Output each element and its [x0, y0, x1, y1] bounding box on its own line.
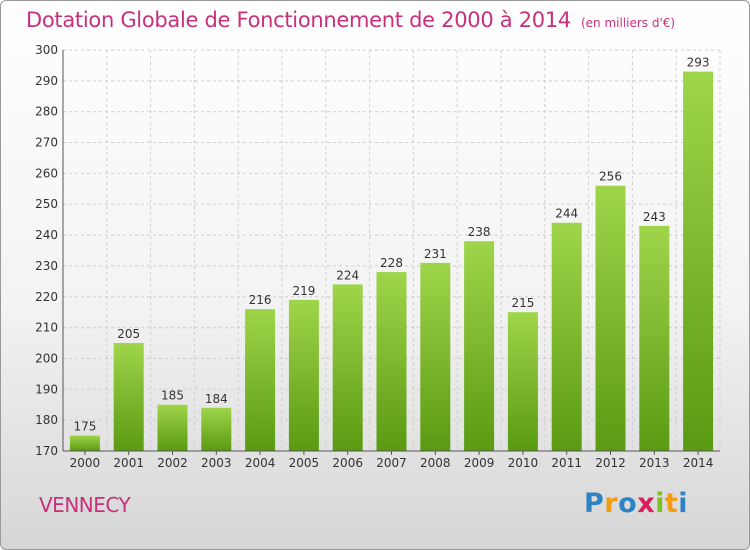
y-tick-label: 280 [35, 105, 58, 119]
x-tick-label-2005: 2005 [289, 456, 320, 470]
x-tick-label-2010: 2010 [508, 456, 539, 470]
data-label-2000: 175 [73, 420, 96, 434]
y-tick-label: 180 [35, 413, 58, 427]
data-label-2009: 238 [468, 225, 491, 239]
bar-2009 [464, 241, 495, 451]
y-tick-label: 200 [35, 351, 58, 365]
y-tick-label: 240 [35, 228, 58, 242]
city-name: VENNECY [39, 493, 131, 517]
data-label-2001: 205 [117, 327, 140, 341]
x-tick-label-2006: 2006 [332, 456, 363, 470]
y-tick-label: 210 [35, 321, 58, 335]
data-label-2011: 244 [555, 207, 578, 221]
y-tick-label: 270 [35, 136, 58, 150]
x-tick-label-2012: 2012 [595, 456, 626, 470]
bar-2000 [69, 435, 100, 451]
bar-2008 [420, 262, 451, 451]
proxiti-logo[interactable]: Proxiti [584, 488, 689, 519]
axes: 170 180 190 200 210 220 230 240 250 260 270 280 290 3… [35, 43, 720, 470]
y-tick-label: 260 [35, 166, 58, 180]
x-tick-label-2011: 2011 [551, 456, 582, 470]
y-tick-label: 190 [35, 382, 58, 396]
data-label-2007: 228 [380, 256, 403, 270]
data-label-2014: 293 [687, 56, 710, 70]
data-label-2008: 231 [424, 247, 447, 261]
data-labels: 175 205 185 184 216 219 224 228 231 238 215 244 256 2… [73, 56, 709, 434]
y-tick-label: 290 [35, 74, 58, 88]
bar-2003 [201, 407, 232, 451]
data-label-2013: 243 [643, 210, 666, 224]
x-tick-label-2008: 2008 [420, 456, 451, 470]
x-tick-label-2007: 2007 [376, 456, 407, 470]
x-tick-label-2000: 2000 [70, 456, 101, 470]
data-label-2010: 215 [511, 296, 534, 310]
x-tick-label-2014: 2014 [683, 456, 714, 470]
bar-2010 [507, 312, 538, 451]
x-tick-label-2002: 2002 [157, 456, 188, 470]
bar-2001 [113, 343, 144, 451]
data-label-2006: 224 [336, 268, 359, 282]
y-tick-label: 230 [35, 259, 58, 273]
bar-2002 [157, 404, 188, 451]
bar-2006 [332, 284, 363, 451]
data-label-2003: 184 [205, 392, 228, 406]
x-tick-label-2003: 2003 [201, 456, 232, 470]
y-tick-label: 250 [35, 197, 58, 211]
data-label-2012: 256 [599, 170, 622, 184]
bar-2011 [551, 222, 582, 451]
chart-title: Dotation Globale de Fonctionnement de 20… [26, 8, 675, 32]
chart-subtitle: (en milliers d'€) [580, 16, 676, 30]
bars [69, 71, 714, 451]
y-tick-label: 220 [35, 290, 58, 304]
x-tick-label-2009: 2009 [464, 456, 495, 470]
x-tick-label-2004: 2004 [245, 456, 276, 470]
chart-title-text: Dotation Globale de Fonctionnement de 20… [26, 8, 571, 32]
bar-2005 [288, 299, 319, 451]
y-tick-label: 300 [35, 43, 58, 57]
y-tick-label: 170 [35, 444, 58, 458]
bar-2004 [245, 309, 276, 451]
data-label-2002: 185 [161, 389, 184, 403]
bar-2013 [639, 225, 670, 451]
bar-2007 [376, 272, 407, 451]
bar-2014 [683, 71, 714, 451]
bar-2012 [595, 185, 626, 451]
x-tick-label-2013: 2013 [639, 456, 670, 470]
x-tick-label-2001: 2001 [113, 456, 144, 470]
data-label-2004: 216 [249, 293, 272, 307]
data-label-2005: 219 [292, 284, 315, 298]
